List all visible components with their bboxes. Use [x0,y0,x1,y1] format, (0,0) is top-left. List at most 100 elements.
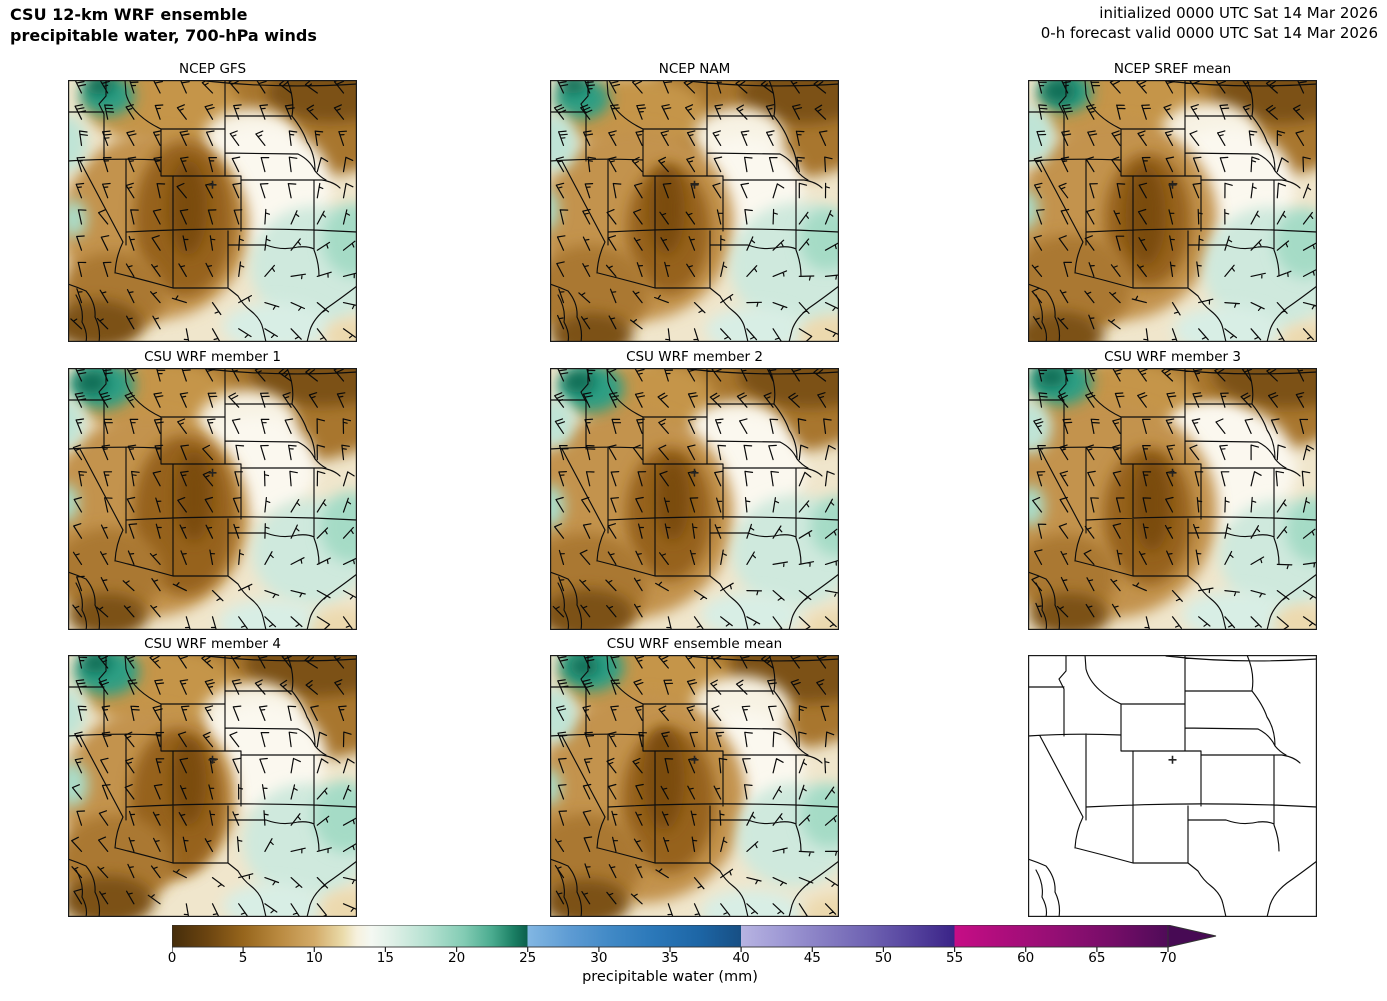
valid-time-text: 0-h forecast valid 0000 UTC Sat 14 Mar 2… [1040,23,1378,42]
pw-field-blob [1028,106,1055,165]
colorbar-tick-label: 20 [448,950,466,966]
map-panel [550,655,839,917]
pw-field-blob [68,199,88,238]
colorbar-tick-label: 70 [1159,950,1177,966]
figure-title-line2: precipitable water, 700-hPa winds [10,26,317,46]
colorbar-svg [172,925,1217,952]
location-marker [690,180,699,189]
colorbar-tick-label: 65 [1088,950,1106,966]
colorbar-tick-label: 10 [305,950,323,966]
panel-border [550,368,839,630]
pw-field-blob [168,159,208,256]
panel-cell: CSU WRF ensemble mean [550,635,839,921]
panel-title [1028,635,1317,655]
location-marker [208,468,217,477]
panel-title: CSU WRF member 4 [144,636,281,652]
figure-title: CSU 12-km WRF ensemble precipitable wate… [10,4,317,46]
panel-border [1028,80,1317,342]
state-borders [1028,368,1317,630]
pw-field-blob [68,875,154,917]
wind-barbs [72,368,357,630]
state-borders [1028,655,1317,917]
location-marker [690,755,699,764]
wind-barbs [553,80,839,342]
pw-field-blob [320,890,357,917]
wind-barbs [71,655,357,917]
pw-field-blob [68,761,89,807]
panel-title: CSU WRF ensemble mean [606,636,783,652]
pw-field-blob [550,114,578,171]
state-borders [550,655,839,917]
panel-title: CSU WRF member 1 [144,349,281,365]
panel-border [68,655,357,917]
pw-field-blob [705,307,807,342]
pw-field-blob [223,883,325,917]
pw-field-blob [68,688,86,740]
pw-field-blob [75,371,109,394]
colorbar-tick-labels: 0 5 10 15 20 25 30 35 40 45 50 55 60 65 70 [168,950,1177,968]
state-borders [68,655,357,917]
location-marker [208,755,217,764]
pw-field-blob [68,593,148,630]
pw-field-blob [805,610,839,630]
pw-field-blob [738,368,839,409]
panel-cell: CSU WRF member 2 [550,348,839,634]
pw-field-blob [68,300,142,342]
pw-field-blob [799,208,839,271]
pw-field-blob [1030,593,1109,630]
wind-barbs [70,80,357,342]
pw-field-blob [803,894,839,917]
panel-title: NCEP NAM [658,61,731,77]
colorbar-tick-label: 55 [946,950,964,966]
state-borders [1028,80,1317,342]
panel-cell: CSU WRF member 3 [1028,348,1317,634]
panel-border [68,80,357,342]
location-marker [1168,180,1177,189]
pw-field-blob [81,655,112,673]
pw-field-blob [1274,208,1317,278]
pw-field-blob [68,527,164,618]
pw-field-blob [562,371,596,393]
panel-border [68,368,357,630]
pw-field-blob [1132,456,1171,552]
pw-field-blob [550,768,562,806]
location-marker [1168,468,1177,477]
location-marker [690,468,699,477]
pw-field-blob [739,80,839,124]
pw-field-blob [569,656,599,677]
pw-field-blob [1285,496,1317,564]
wind-barbs [552,368,839,630]
colorbar-tick-label: 15 [376,950,394,966]
panel-title: CSU WRF member 2 [626,349,763,365]
pw-field-blob [250,368,357,407]
colorbar-tick-label: 5 [238,950,248,966]
panel-cell: NCEP GFS [68,60,357,346]
wind-barbs [1031,80,1317,342]
map-panel [1028,368,1317,630]
pw-field-blob [1028,234,1132,336]
map-panel [1028,80,1317,342]
pw-field-blob [1213,368,1317,408]
pw-field-blob [309,608,357,630]
pw-field-blob [325,319,357,342]
figure-title-line1: CSU 12-km WRF ensemble [10,5,248,24]
pw-field-blob [550,190,559,230]
state-borders [550,80,839,342]
pw-field-blob [800,783,839,848]
colorbar-axis-label: precipitable water (mm) [582,969,758,985]
colorbar-bar [172,925,1169,948]
panel-border [550,80,839,342]
pw-field-blob [550,589,635,630]
colorbar-tick-label: 50 [874,950,892,966]
pw-field-blob [266,80,357,122]
panel-cell: CSU WRF member 1 [68,348,357,634]
panel-border [550,655,839,917]
pw-field-blob [85,80,115,95]
location-marker [208,180,217,189]
pw-field-blob [550,688,577,743]
pw-field-blob [550,484,565,528]
pw-field-blob [322,203,357,277]
pw-field-blob [559,80,587,94]
pw-field-blob [1042,80,1077,103]
state-borders [550,368,839,630]
